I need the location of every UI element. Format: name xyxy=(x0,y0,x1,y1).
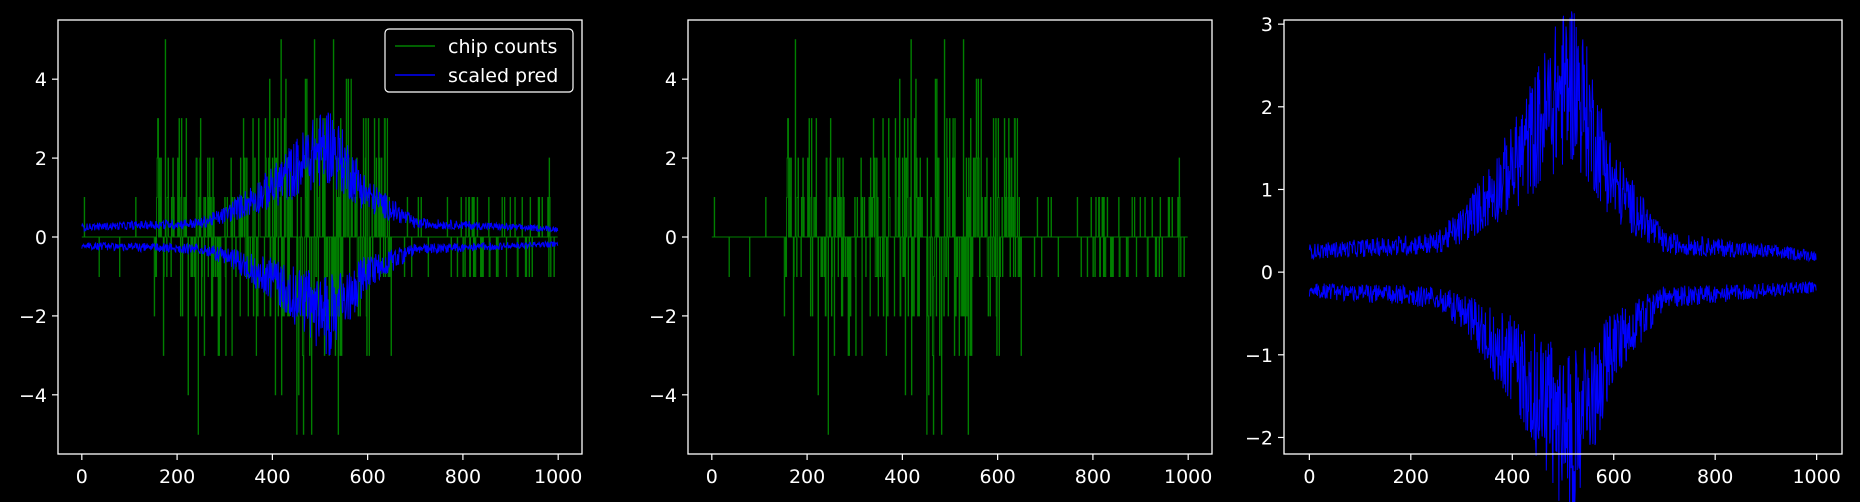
x-tick-label: 0 xyxy=(1303,466,1315,488)
subplot-right: 0 200 400 600 800 1000 −2 −1 0 1 2 3 xyxy=(1245,11,1843,502)
axes-frame xyxy=(1283,19,1843,455)
x-tick-label: 800 xyxy=(445,466,481,488)
y-tick-label: 4 xyxy=(665,69,677,91)
y-tick-label: −4 xyxy=(649,385,677,407)
y-tick-label: 2 xyxy=(665,148,677,170)
x-tick-label: 200 xyxy=(789,466,825,488)
y-tick-label: −1 xyxy=(1245,345,1273,367)
y-tick-label: 0 xyxy=(35,227,47,249)
legend: chip counts scaled pred xyxy=(384,28,574,93)
y-tick-label: 4 xyxy=(35,69,47,91)
y-tick-label: −2 xyxy=(1245,427,1273,449)
y-tick-label: −2 xyxy=(649,306,677,328)
subplot-left: 0 200 400 600 800 1000 −4 −2 0 2 4 xyxy=(19,19,583,488)
series-line-scaled-pred-upper xyxy=(81,112,559,233)
legend-label-chip-counts: chip counts xyxy=(448,36,557,58)
legend-label-scaled-pred: scaled pred xyxy=(448,65,558,87)
subplot-middle: 0 200 400 600 800 1000 −4 −2 0 2 4 xyxy=(649,19,1213,488)
series-line-scaled-pred-lower xyxy=(81,239,559,356)
x-tick-label: 600 xyxy=(1596,466,1632,488)
y-tick-label: 0 xyxy=(665,227,677,249)
y-tick-label: −4 xyxy=(19,385,47,407)
x-tick-label: 0 xyxy=(76,466,88,488)
x-tick-label: 1000 xyxy=(1792,466,1840,488)
y-tick-label: 2 xyxy=(35,148,47,170)
x-tick-label: 200 xyxy=(1393,466,1429,488)
y-tick-label: 1 xyxy=(1261,179,1273,201)
x-tick-label: 400 xyxy=(884,466,920,488)
x-tick-label: 1000 xyxy=(1164,466,1212,488)
y-tick-label: 3 xyxy=(1261,14,1273,36)
x-tick-label: 800 xyxy=(1075,466,1111,488)
series-line-scaled-pred-lower xyxy=(1308,281,1817,502)
y-tick-label: 0 xyxy=(1261,262,1273,284)
x-tick-label: 200 xyxy=(159,466,195,488)
x-tick-label: 0 xyxy=(706,466,718,488)
y-tick-label: 2 xyxy=(1261,97,1273,119)
legend-frame xyxy=(384,28,574,93)
x-tick-label: 400 xyxy=(1494,466,1530,488)
x-tick-label: 1000 xyxy=(534,466,582,488)
x-tick-label: 800 xyxy=(1697,466,1733,488)
x-tick-label: 600 xyxy=(350,466,386,488)
x-tick-label: 400 xyxy=(254,466,290,488)
series-line-chip-counts xyxy=(711,39,1188,435)
x-tick-label: 600 xyxy=(980,466,1016,488)
series-line-scaled-pred-upper xyxy=(1308,11,1817,263)
y-tick-label: −2 xyxy=(19,306,47,328)
series-line-chip-counts xyxy=(81,39,558,435)
